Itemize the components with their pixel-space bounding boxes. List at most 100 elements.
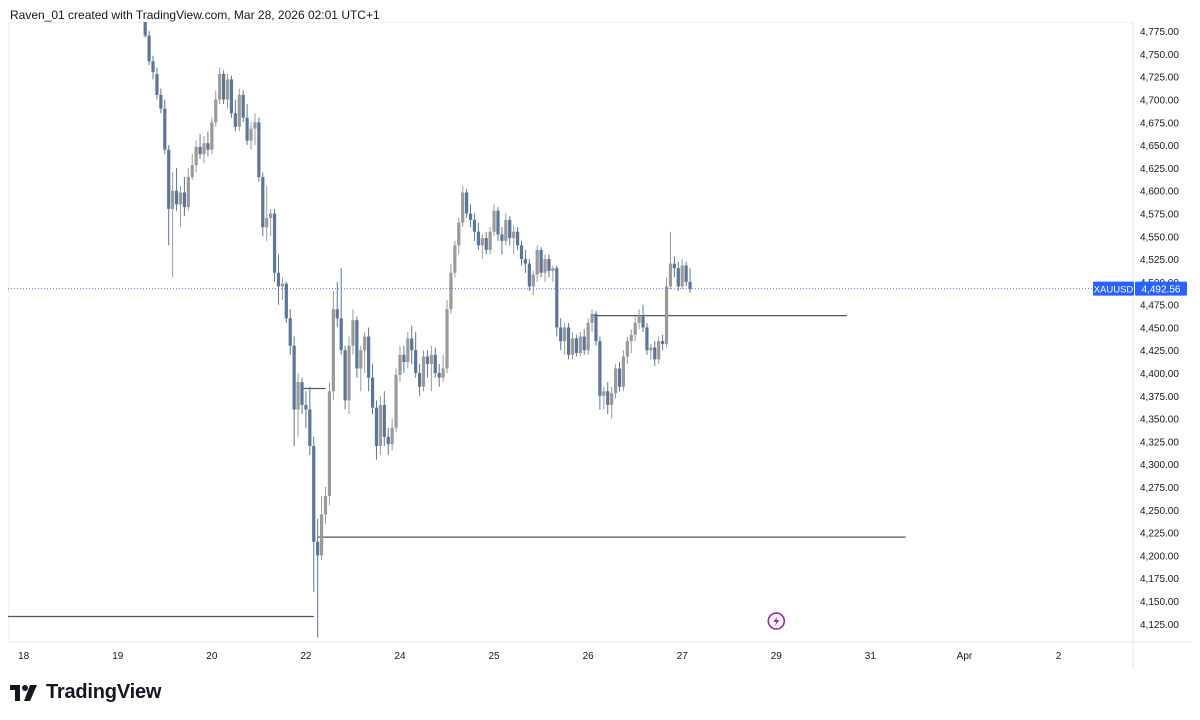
candle-down [272,213,277,273]
candle-up [512,231,516,239]
candle-down [508,219,512,239]
candle-down [437,373,441,378]
candle-down [566,327,571,355]
y-tick-label: 4,475.00 [1140,301,1179,312]
candle-up [186,177,190,208]
candle-up [421,356,426,387]
candle-down [288,318,292,346]
candle-up [359,350,363,369]
candle-down [151,61,155,73]
x-tick-label: 31 [865,651,877,662]
candle-up [178,192,183,205]
candle-down [143,22,147,36]
candle-down [261,177,265,228]
candle-up [280,283,284,287]
candle-down [241,94,245,118]
chart-area[interactable]: 4,775.00 4,750.00 4,725.00 4,700.00 4,675.00… [7,17,1192,668]
candle-up [461,192,465,223]
x-tick-label: 22 [300,651,312,662]
y-tick-label: 4,450.00 [1140,323,1179,334]
y-tick-label: 4,300.00 [1140,460,1179,471]
candle-down [527,263,531,287]
candle-down [304,404,308,410]
x-tick-label: 24 [394,651,406,662]
y-tick-label: 4,725.00 [1140,73,1179,84]
candle-down [523,259,528,264]
plot-frame [7,21,1134,643]
candle-down [402,354,406,363]
x-tick-label: Apr [957,651,973,662]
candle-down [155,73,159,95]
candle-up [323,496,328,515]
candle-down [476,231,480,246]
candle-down [468,213,473,220]
candle-up [390,427,394,445]
candle-up [668,263,673,287]
candle-down [500,234,504,241]
candle-down [174,190,179,205]
candle-up [269,213,273,219]
candle-up [218,73,222,100]
candle-up [625,341,629,357]
y-tick-label: 4,775.00 [1140,27,1179,38]
candle-down [676,268,680,287]
candle-up [363,336,367,351]
y-tick-label: 4,650.00 [1140,141,1179,152]
candlestick-chart[interactable]: 4,775.00 4,750.00 4,725.00 4,700.00 4,675.00… [7,17,1192,668]
lightning-bolt-glyph [773,616,780,627]
y-tick-label: 4,250.00 [1140,506,1179,517]
candle-up [531,274,535,287]
candle-up [265,218,269,228]
candle-up [347,345,351,401]
candle-down [147,35,151,62]
y-tick-label: 4,575.00 [1140,209,1179,220]
candle-up [590,313,594,323]
x-tick-label: 25 [489,651,501,662]
candle-down [292,345,296,410]
y-tick-label: 4,675.00 [1140,118,1179,129]
y-tick-label: 4,175.00 [1140,574,1179,585]
candle-up [171,190,175,209]
tradingview-logo-icon [10,684,37,701]
candle-down [539,249,543,273]
last-price-tag [1135,281,1187,296]
candle-down [484,238,488,250]
candle-up [449,272,453,310]
candle-up [578,336,582,353]
candle-up [327,391,332,497]
candle-up [570,338,575,355]
candle-up [551,268,555,271]
candle-down [229,79,234,114]
candle-up [398,354,402,375]
candle-down [245,117,249,141]
y-tick-label: 4,425.00 [1140,346,1179,357]
candle-down [374,407,379,446]
candle-down [370,377,375,408]
candle-up [453,245,457,273]
y-tick-label: 4,700.00 [1140,96,1179,107]
footer-logo: TradingView [10,681,161,704]
candle-up [210,122,214,150]
candle-down [472,219,477,232]
candle-down [555,268,559,328]
candle-down [661,341,665,344]
x-tick-label: 29 [771,651,783,662]
candle-down [465,192,469,214]
candle-down [519,245,524,260]
candle-up [249,128,253,141]
candle-down [382,404,386,437]
candle-up [633,322,637,335]
candle-up [253,122,257,129]
candle-up [445,309,449,369]
candle-down [206,143,210,150]
candle-up [492,210,496,232]
y-tick-label: 4,350.00 [1140,415,1179,426]
candle-down [257,122,261,177]
candle-down [582,336,586,351]
candle-down [300,382,304,405]
candle-down [335,309,339,319]
candle-down [198,146,202,155]
candle-down [316,541,320,556]
candle-up [613,368,618,394]
candle-down [233,113,237,127]
